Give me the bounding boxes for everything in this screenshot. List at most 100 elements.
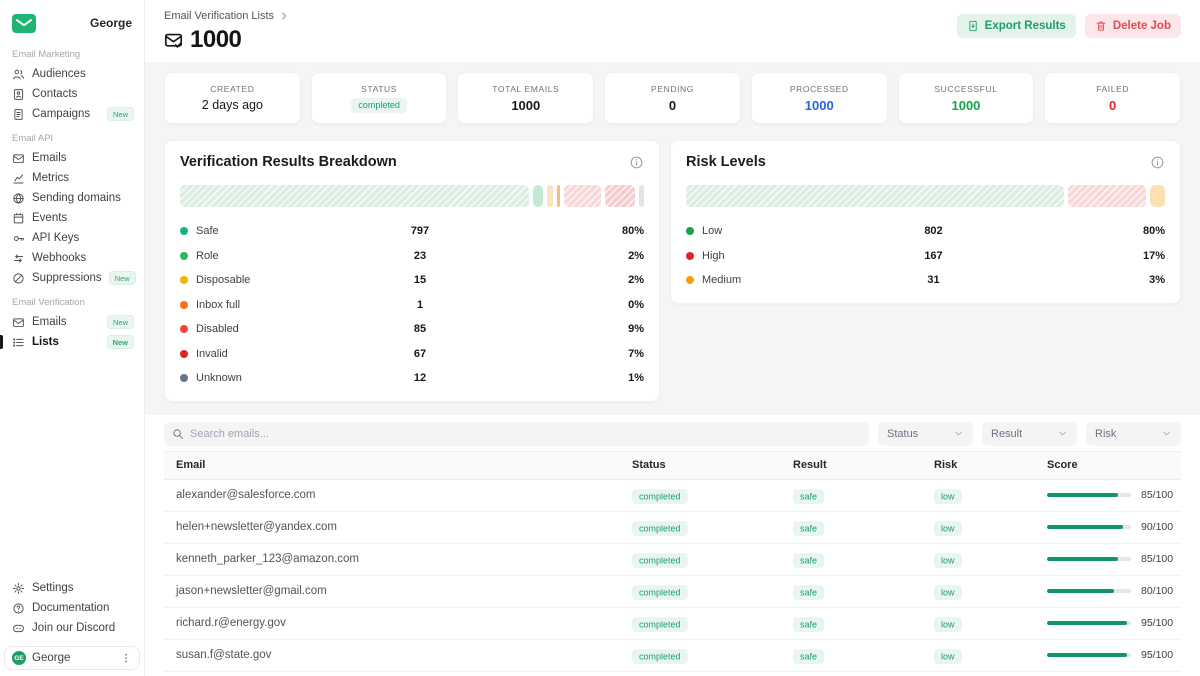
legend-label: Medium <box>702 274 904 286</box>
stat-value: 1000 <box>805 98 834 113</box>
risk-badge: low <box>934 553 962 568</box>
sidebar-item-audiences[interactable]: Audiences <box>0 64 144 84</box>
table-row[interactable]: richard.r@energy.gov completed safe low … <box>164 608 1181 640</box>
sidebar-item-contacts[interactable]: Contacts <box>0 84 144 104</box>
contacts-icon <box>12 88 25 101</box>
table-row[interactable]: kenneth_parker_123@amazon.com completed … <box>164 544 1181 576</box>
emails-table: EmailStatusResultRiskScore alexander@sal… <box>164 451 1181 672</box>
new-badge: New <box>107 335 134 349</box>
sidebar-item-events[interactable]: Events <box>0 208 144 228</box>
search-box[interactable] <box>164 422 869 446</box>
status-badge: completed <box>632 521 688 536</box>
sidebar-item-webhooks[interactable]: Webhooks <box>0 248 144 268</box>
sidebar-item-label: Campaigns <box>32 108 90 120</box>
column-header-status[interactable]: Status <box>620 459 781 471</box>
breakdown-legend-row: Invalid 67 7% <box>180 342 644 367</box>
column-header-risk[interactable]: Risk <box>922 459 1035 471</box>
stat-label: PROCESSED <box>790 84 849 94</box>
breakdown-segment-inbox-full <box>557 185 560 207</box>
sidebar-item-suppressions[interactable]: Suppressions New <box>0 268 144 288</box>
sidebar-item-settings[interactable]: Settings <box>0 578 144 598</box>
breakdown-segment-safe <box>180 185 529 207</box>
score-cell: 85/100 <box>1035 489 1181 501</box>
breakdown-legend-row: Disabled 85 9% <box>180 317 644 342</box>
table-row[interactable]: helen+newsletter@yandex.com completed sa… <box>164 512 1181 544</box>
score-cell: 95/100 <box>1035 617 1181 629</box>
risk-legend: Low 802 80% High 167 17% Medium 31 3% <box>686 219 1165 293</box>
filter-dropdown-status[interactable]: Status <box>878 422 973 446</box>
sidebar-item-sending-domains[interactable]: Sending domains <box>0 188 144 208</box>
chevron-right-icon <box>279 11 289 21</box>
sidebar-item-campaigns[interactable]: Campaigns New <box>0 104 144 124</box>
kebab-menu-icon[interactable] <box>120 652 132 664</box>
chevron-down-icon <box>953 428 964 439</box>
legend-count: 15 <box>390 274 450 286</box>
breakdown-segment-role <box>533 185 543 207</box>
score-cell: 85/100 <box>1035 553 1181 565</box>
result-cell: safe <box>781 582 922 600</box>
column-header-email[interactable]: Email <box>164 459 620 471</box>
user-menu[interactable]: GE George <box>4 646 140 670</box>
breadcrumb-label[interactable]: Email Verification Lists <box>164 10 274 22</box>
result-badge: safe <box>793 489 824 504</box>
breakdown-legend: Safe 797 80% Role 23 2% Disposable 15 2%… <box>180 219 644 391</box>
score-cell: 90/100 <box>1035 521 1181 533</box>
page-header: Email Verification Lists 1000 Export Res… <box>145 0 1200 62</box>
sidebar-item-lists[interactable]: Lists New <box>0 332 144 352</box>
risk-legend-row: Low 802 80% <box>686 219 1165 244</box>
sidebar-item-documentation[interactable]: Documentation <box>0 598 144 618</box>
result-badge: safe <box>793 617 824 632</box>
table-row[interactable]: jason+newsletter@gmail.com completed saf… <box>164 576 1181 608</box>
sidebar-item-api-keys[interactable]: API Keys <box>0 228 144 248</box>
new-badge: New <box>107 315 134 329</box>
status-badge: completed <box>351 98 407 113</box>
column-header-result[interactable]: Result <box>781 459 922 471</box>
result-cell: safe <box>781 614 922 632</box>
stat-label: SUCCESSFUL <box>934 84 997 94</box>
table-row[interactable]: susan.f@state.gov completed safe low 95/… <box>164 640 1181 672</box>
sidebar-item-label: Contacts <box>32 88 77 100</box>
sidebar-item-emails[interactable]: Emails New <box>0 312 144 332</box>
sidebar-footer: Settings Documentation Join our Discord <box>0 578 144 638</box>
trash-icon <box>1095 20 1107 32</box>
sidebar-item-join-our-discord[interactable]: Join our Discord <box>0 618 144 638</box>
export-results-button[interactable]: Export Results <box>957 14 1076 38</box>
mail-logo-icon <box>12 14 36 33</box>
search-input[interactable] <box>190 428 861 440</box>
stat-card-created: CREATED2 days ago <box>164 72 301 124</box>
stat-card-status: STATUScompleted <box>311 72 448 124</box>
sidebar-item-label: Events <box>32 212 67 224</box>
sidebar-item-label: Settings <box>32 582 74 594</box>
breadcrumb[interactable]: Email Verification Lists <box>164 10 289 22</box>
sidebar-nav: Email Marketing Audiences Contacts Campa… <box>0 40 144 352</box>
legend-count: 85 <box>390 323 450 335</box>
risk-badge: low <box>934 617 962 632</box>
score-bar <box>1047 589 1131 593</box>
column-header-score[interactable]: Score <box>1035 459 1181 471</box>
dropdown-label: Risk <box>1095 428 1116 440</box>
legend-label: Safe <box>196 225 390 237</box>
info-icon[interactable] <box>629 155 644 170</box>
stat-value: 0 <box>1109 98 1116 113</box>
legend-label: Disposable <box>196 274 390 286</box>
sidebar-item-label: Emails <box>32 152 67 164</box>
legend-dot <box>180 227 188 235</box>
legend-count: 23 <box>390 250 450 262</box>
workspace-name: George <box>90 16 132 30</box>
sidebar-item-metrics[interactable]: Metrics <box>0 168 144 188</box>
mail-check-icon <box>164 31 183 50</box>
delete-job-button[interactable]: Delete Job <box>1085 14 1181 38</box>
legend-percent: 3% <box>964 274 1166 286</box>
sidebar-item-label: Audiences <box>32 68 86 80</box>
legend-dot <box>180 374 188 382</box>
filter-dropdown-result[interactable]: Result <box>982 422 1077 446</box>
table-row[interactable]: alexander@salesforce.com completed safe … <box>164 480 1181 512</box>
sidebar-item-emails[interactable]: Emails <box>0 148 144 168</box>
legend-percent: 17% <box>964 250 1166 262</box>
verification-breakdown-panel: Verification Results Breakdown Safe 797 … <box>164 140 660 402</box>
risk-cell: low <box>922 614 1035 632</box>
info-icon[interactable] <box>1150 155 1165 170</box>
filter-dropdown-risk[interactable]: Risk <box>1086 422 1181 446</box>
result-cell: safe <box>781 646 922 664</box>
email-cell: susan.f@state.gov <box>164 649 620 661</box>
